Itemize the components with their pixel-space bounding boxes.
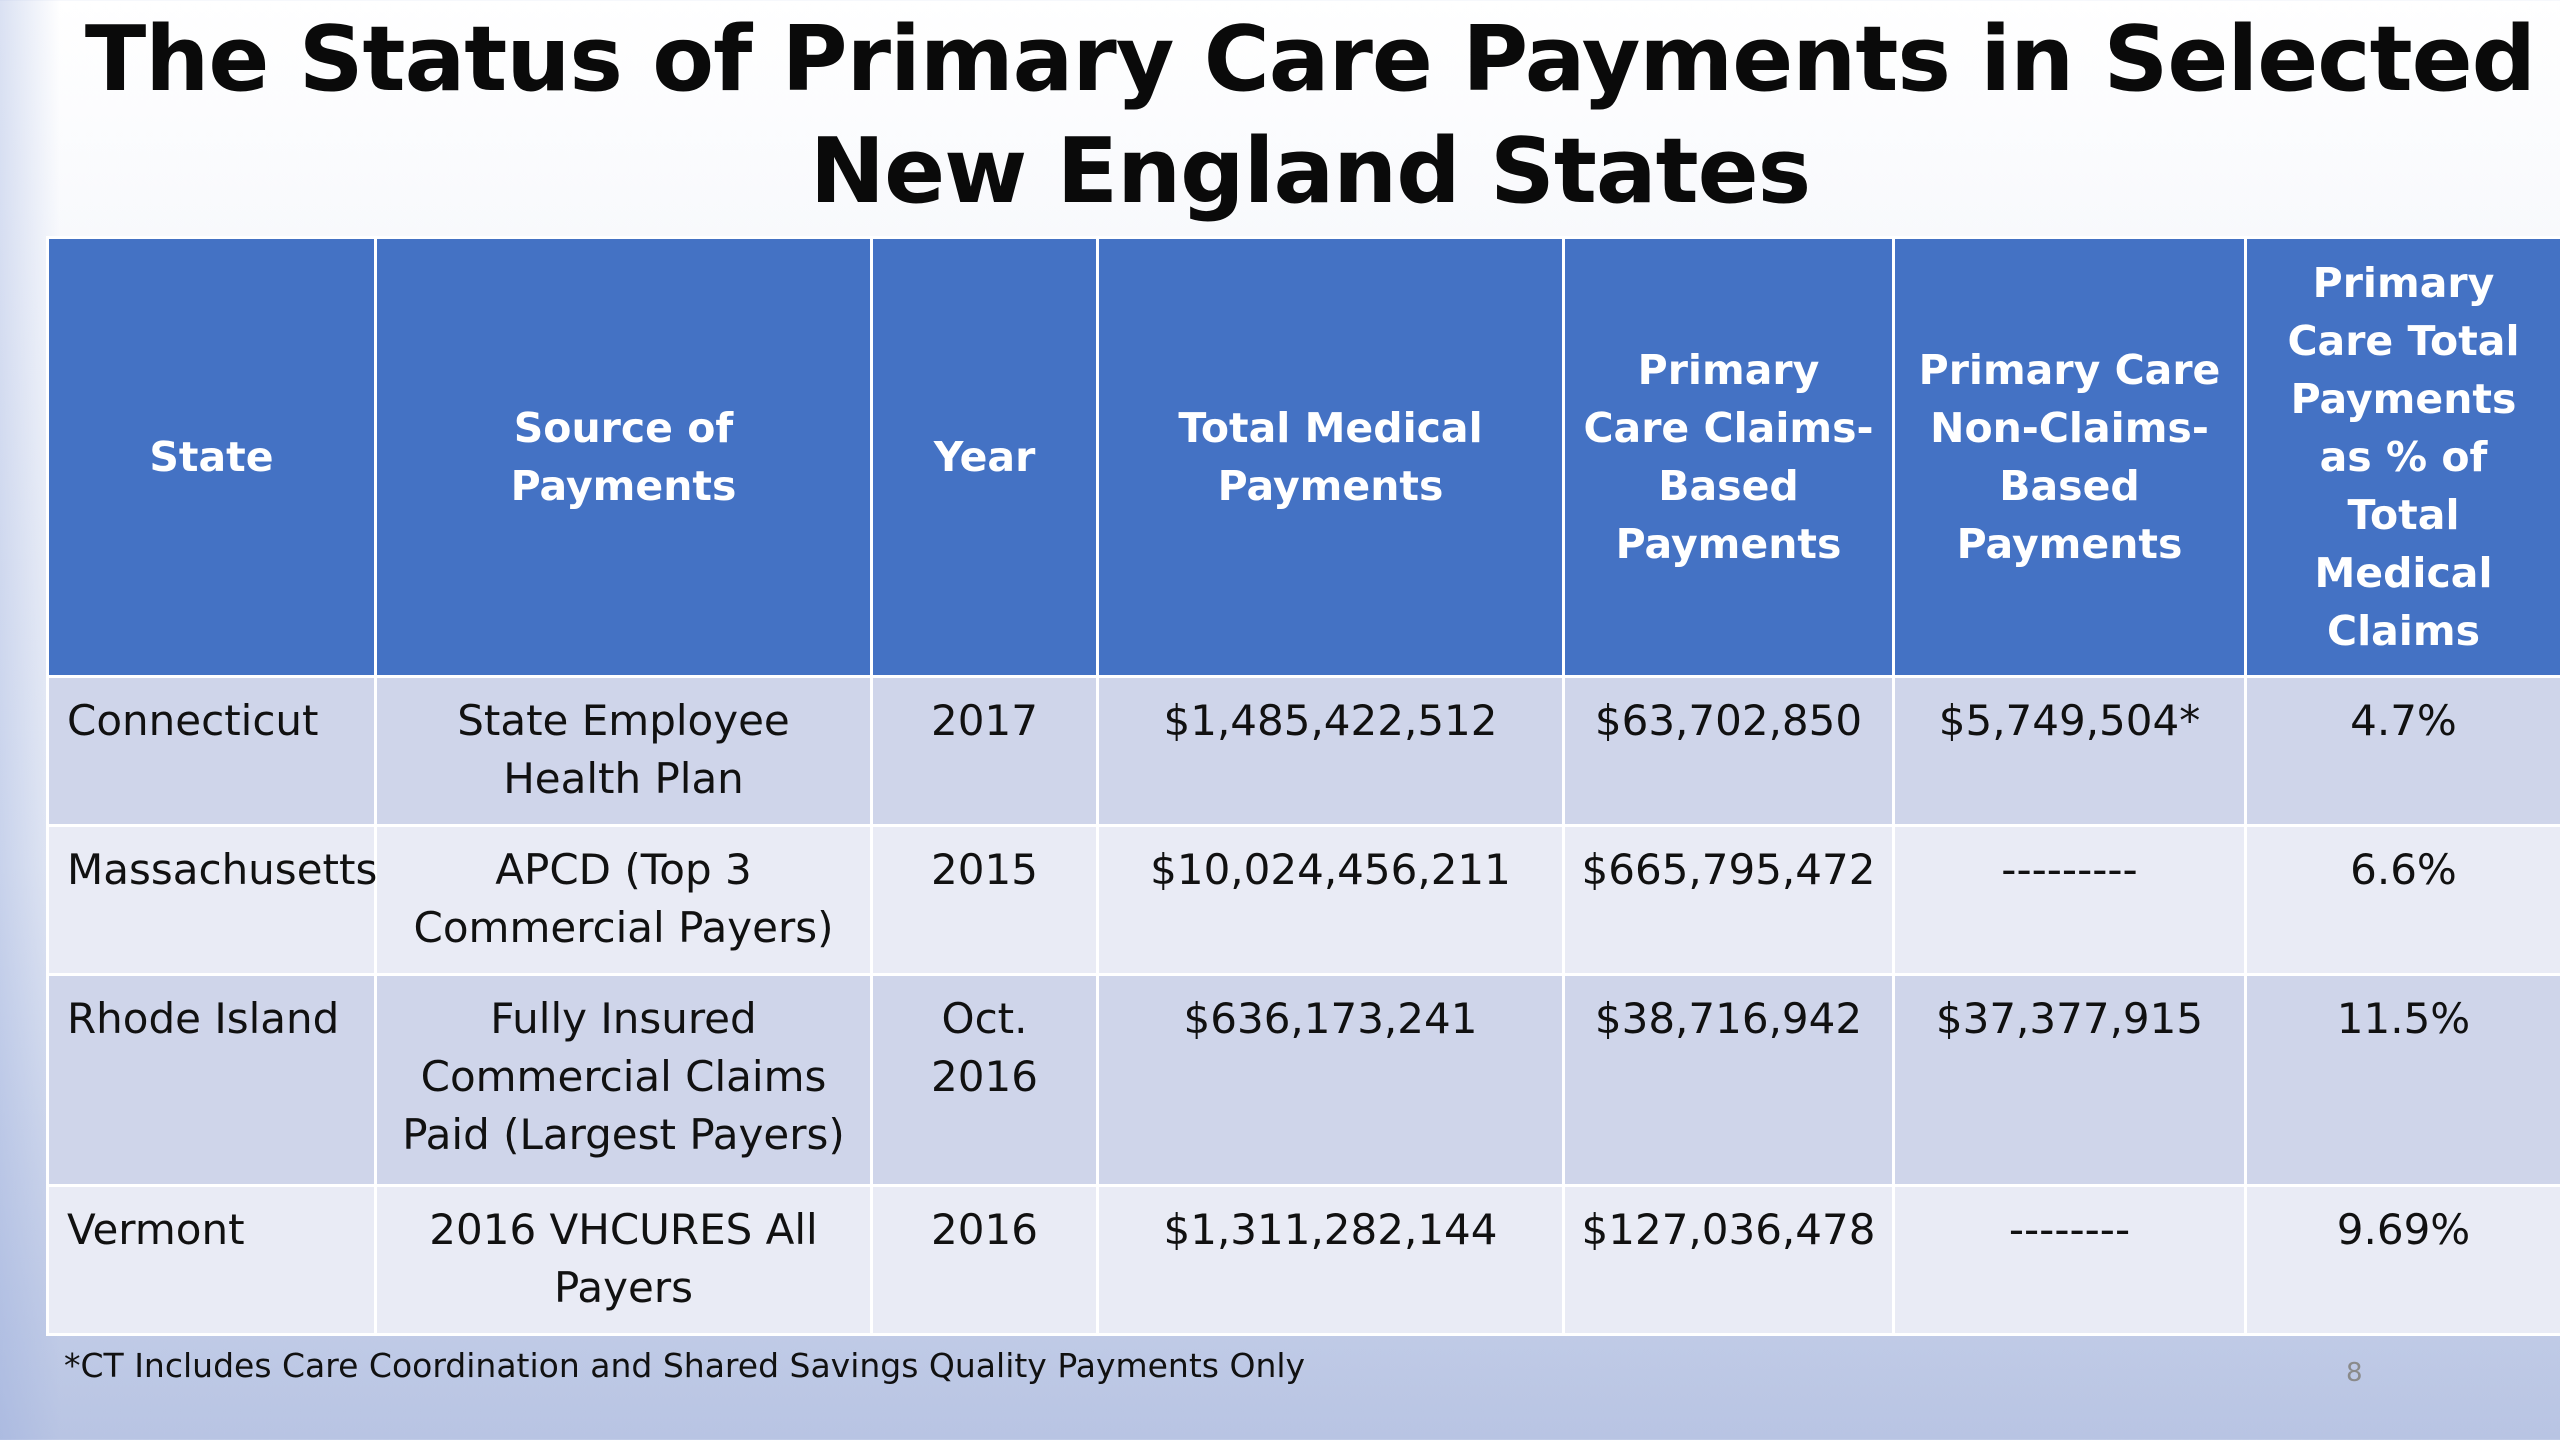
cell-non-claims-based: --------- bbox=[1892, 824, 2247, 976]
cell-total-medical: $1,311,282,144 bbox=[1096, 1184, 1565, 1336]
table-row: Massachusetts APCD (Top 3 Commercial Pay… bbox=[46, 824, 2560, 976]
cell-state: Rhode Island bbox=[46, 973, 377, 1187]
header-source-of-payments: Source of Payments bbox=[374, 236, 873, 678]
table-row: Vermont 2016 VHCURES All Payers 2016 $1,… bbox=[46, 1184, 2560, 1336]
cell-source: APCD (Top 3 Commercial Payers) bbox=[374, 824, 873, 976]
cell-total-medical: $10,024,456,211 bbox=[1096, 824, 1565, 976]
header-state: State bbox=[46, 236, 377, 678]
cell-claims-based: $665,795,472 bbox=[1562, 824, 1895, 976]
header-year: Year bbox=[870, 236, 1099, 678]
cell-total-medical: $1,485,422,512 bbox=[1096, 675, 1565, 827]
slide-title: The Status of Primary Care Payments in S… bbox=[84, 7, 2536, 224]
cell-source: Fully Insured Commercial Claims Paid (La… bbox=[374, 973, 873, 1187]
cell-total-medical: $636,173,241 bbox=[1096, 973, 1565, 1187]
cell-non-claims-based: $37,377,915 bbox=[1892, 973, 2247, 1187]
cell-year: 2016 bbox=[870, 1184, 1099, 1336]
cell-year: 2015 bbox=[870, 824, 1099, 976]
cell-year: 2017 bbox=[870, 675, 1099, 827]
cell-non-claims-based: -------- bbox=[1892, 1184, 2247, 1336]
cell-percent: 11.5% bbox=[2244, 973, 2560, 1187]
cell-source: 2016 VHCURES All Payers bbox=[374, 1184, 873, 1336]
page-number: 8 bbox=[2346, 1358, 2363, 1388]
cell-state: Vermont bbox=[46, 1184, 377, 1336]
table-header-row: State Source of Payments Year Total Medi… bbox=[46, 236, 2560, 678]
cell-claims-based: $63,702,850 bbox=[1562, 675, 1895, 827]
cell-percent: 4.7% bbox=[2244, 675, 2560, 827]
cell-year: Oct. 2016 bbox=[870, 973, 1099, 1187]
payments-table: State Source of Payments Year Total Medi… bbox=[46, 236, 2560, 1336]
header-percent-of-total: Primary Care Total Payments as % of Tota… bbox=[2244, 236, 2560, 678]
table-row: Connecticut State Employee Health Plan 2… bbox=[46, 675, 2560, 827]
cell-state: Massachusetts bbox=[46, 824, 377, 976]
header-total-medical-payments: Total Medical Payments bbox=[1096, 236, 1565, 678]
table-row: Rhode Island Fully Insured Commercial Cl… bbox=[46, 973, 2560, 1187]
cell-source: State Employee Health Plan bbox=[374, 675, 873, 827]
footnote: *CT Includes Care Coordination and Share… bbox=[64, 1346, 1306, 1385]
cell-claims-based: $127,036,478 bbox=[1562, 1184, 1895, 1336]
cell-percent: 9.69% bbox=[2244, 1184, 2560, 1336]
cell-non-claims-based: $5,749,504* bbox=[1892, 675, 2247, 827]
cell-claims-based: $38,716,942 bbox=[1562, 973, 1895, 1187]
cell-state: Connecticut bbox=[46, 675, 377, 827]
header-non-claims-based-payments: Primary Care Non-Claims-Based Payments bbox=[1892, 236, 2247, 678]
header-claims-based-payments: Primary Care Claims- Based Payments bbox=[1562, 236, 1895, 678]
cell-percent: 6.6% bbox=[2244, 824, 2560, 976]
